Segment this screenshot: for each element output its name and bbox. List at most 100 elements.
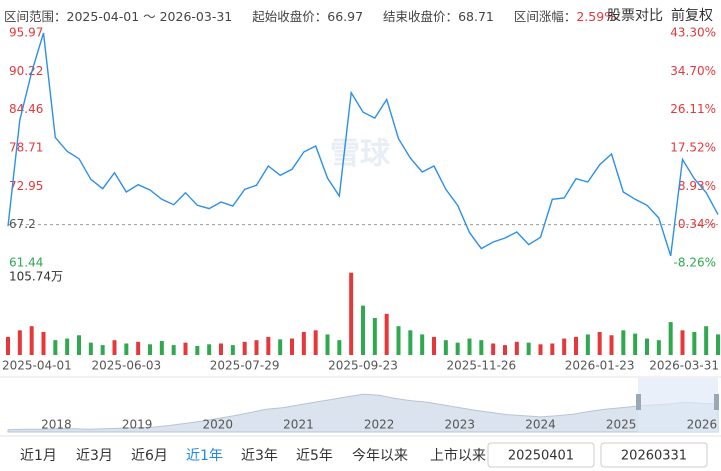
range-button[interactable]: 近6月 — [131, 448, 168, 464]
end-price: 68.71 — [458, 9, 494, 24]
y2-tick-label: 26.11% — [670, 102, 716, 116]
navigator-handle[interactable] — [636, 394, 641, 410]
volume-bar — [443, 340, 448, 355]
navigator-selection[interactable] — [638, 378, 718, 433]
range-label: 区间范围： — [4, 9, 67, 24]
start-label: 起始收盘价： — [252, 9, 328, 24]
volume-bar — [538, 344, 543, 355]
y-tick-label: 67.2 — [9, 217, 36, 231]
volume-bar — [455, 342, 460, 355]
header-actions: 股票对比 前复权 — [599, 5, 713, 25]
x-tick-label: 2025-11-26 — [446, 359, 516, 373]
volume-bar — [633, 333, 638, 355]
volume-bar — [692, 331, 697, 355]
end-date-input[interactable] — [600, 442, 708, 468]
volume-bar — [219, 343, 223, 355]
volume-bar — [716, 334, 720, 355]
x-tick-label: 2025-09-23 — [328, 359, 398, 373]
volume-bar — [526, 342, 531, 355]
volume-bar — [266, 336, 271, 355]
volume-tick-label: 105.74万 — [9, 270, 63, 284]
range: 2025-04-01 ～ 2026-03-31 — [66, 9, 233, 24]
volume-bar — [668, 322, 673, 355]
navigator-year-label: 2021 — [283, 418, 314, 432]
x-tick-label: 2026-03-31 — [649, 359, 719, 373]
volume-bar — [112, 340, 117, 355]
end-label: 结束收盘价： — [383, 9, 459, 24]
volume-bar — [53, 340, 58, 355]
volume-bar — [467, 338, 472, 355]
range-button[interactable]: 近5年 — [296, 448, 333, 464]
volume-bar — [479, 340, 484, 355]
x-tick-label: 2026-01-23 — [565, 359, 635, 373]
x-tick-label: 2025-07-29 — [210, 359, 280, 373]
volume-bar — [337, 340, 342, 355]
range-button[interactable]: 近3年 — [241, 448, 278, 464]
volume-bar — [562, 338, 567, 355]
volume-bar — [574, 336, 578, 355]
range-button[interactable]: 近3月 — [76, 448, 113, 464]
end-date[interactable]: 20260331 — [621, 449, 687, 464]
y-tick-label: 95.97 — [9, 26, 43, 40]
volume-bar — [290, 338, 294, 355]
change-label: 区间涨幅： — [513, 9, 577, 24]
volume-bar — [183, 342, 188, 355]
volume-bar — [195, 345, 200, 355]
start-price: 66.97 — [327, 9, 364, 24]
volume-bar — [41, 331, 46, 355]
volume-bar — [361, 305, 365, 355]
header: 区间范围：2025-04-01 ～ 2026-03-31 起始收盘价：66.97… — [4, 6, 616, 25]
volume-bar — [621, 330, 626, 355]
y-tick-label: 72.95 — [9, 179, 43, 193]
volume-bar — [408, 330, 413, 355]
y2-tick-label: 34.70% — [670, 64, 716, 78]
navigator-year-label: 2025 — [606, 418, 637, 432]
volume-bar — [384, 313, 389, 355]
range-button[interactable]: 近1月 — [20, 448, 57, 464]
y-tick-label: 84.46 — [9, 102, 43, 116]
volume-bar — [29, 326, 34, 355]
start-date[interactable]: 20250401 — [508, 449, 574, 464]
range-button[interactable]: 上市以来 — [430, 447, 486, 464]
navigator-year-label: 2019 — [122, 418, 153, 432]
navigator-year-label: 2024 — [525, 418, 556, 432]
range-button[interactable]: 近1年 — [186, 448, 223, 464]
volume-bar — [396, 326, 401, 355]
volume-bar — [230, 345, 235, 355]
y-tick-label: 78.71 — [9, 140, 43, 154]
navigator-year-label: 2022 — [364, 418, 395, 432]
volume-bar — [656, 340, 661, 355]
y2-tick-label: 17.52% — [670, 141, 716, 155]
volume-bar — [313, 330, 318, 355]
volume-bar — [680, 330, 685, 355]
volume-bar — [325, 334, 330, 355]
volume-bar — [242, 341, 247, 355]
volume-bar — [88, 342, 93, 355]
volume-bar — [420, 334, 425, 355]
volume-bar — [550, 343, 555, 355]
volume-bar — [349, 272, 354, 355]
volume-bar — [432, 336, 436, 355]
volume-bar — [6, 336, 10, 355]
volume-bar — [171, 345, 176, 355]
x-tick-label: 2025-06-03 — [91, 359, 161, 373]
volume-bar — [278, 339, 283, 355]
start-date-input[interactable] — [487, 442, 595, 468]
volume-bar — [17, 330, 22, 355]
adjust-button[interactable]: 前复权 — [671, 8, 713, 24]
volume-bar — [207, 344, 212, 355]
volume-bar — [609, 335, 614, 355]
navigator-handle[interactable] — [714, 394, 719, 410]
y2-tick-label: 43.30% — [670, 26, 716, 40]
y2-tick-label: 0.34% — [678, 217, 716, 231]
y-tick-label: 90.22 — [9, 64, 43, 78]
range-button[interactable]: 今年以来 — [352, 448, 408, 464]
compare-button[interactable]: 股票对比 — [607, 8, 663, 24]
volume-bar — [372, 317, 377, 355]
volume-bar — [65, 338, 70, 355]
price-line — [7, 32, 719, 257]
navigator-year-label: 2023 — [445, 418, 476, 432]
volume-bar — [301, 331, 306, 355]
